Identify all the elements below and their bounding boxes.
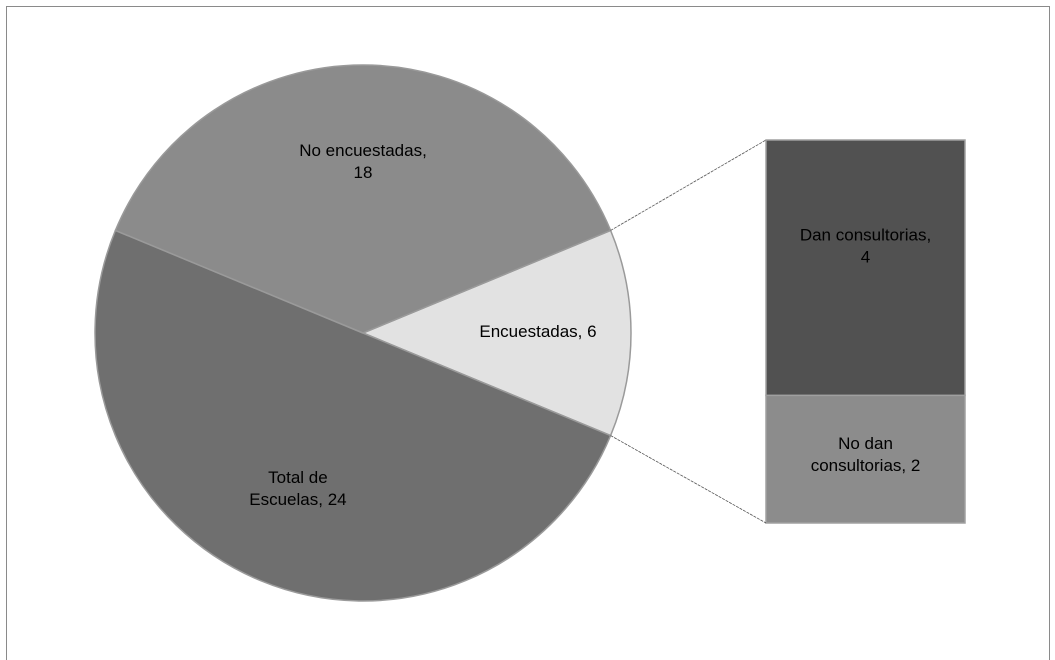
data-label: Total de Escuelas, 24 [249,469,346,510]
pie-slice [361,229,632,437]
connector-line [610,139,767,231]
data-label: Dan consultorias, 4 [800,226,931,267]
data-label: No dan consultorias, 2 [811,435,921,476]
pie-slice [94,229,612,602]
chart-frame [6,6,1050,660]
bar-segment [765,394,966,524]
data-label: No encuestadas, 18 [299,141,427,182]
pie-slice [114,64,612,334]
bar-segment [765,139,966,397]
connector-line [610,435,767,524]
data-label: Encuestadas, 6 [479,322,596,341]
connectors [610,139,767,524]
